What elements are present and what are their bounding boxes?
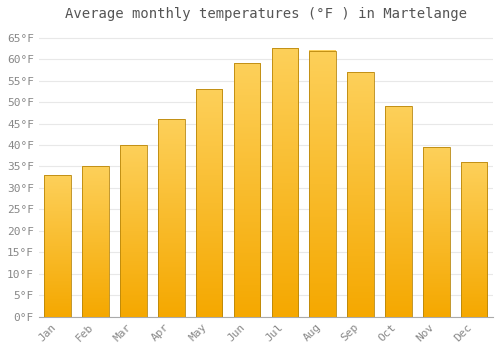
Bar <box>44 175 71 317</box>
Bar <box>310 50 336 317</box>
Bar <box>348 72 374 317</box>
Bar <box>234 63 260 317</box>
Title: Average monthly temperatures (°F ) in Martelange: Average monthly temperatures (°F ) in Ma… <box>65 7 467 21</box>
Bar <box>82 167 109 317</box>
Bar <box>196 89 222 317</box>
Bar <box>120 145 146 317</box>
Bar <box>272 48 298 317</box>
Bar <box>158 119 184 317</box>
Bar <box>461 162 487 317</box>
Bar <box>385 106 411 317</box>
Bar <box>423 147 450 317</box>
